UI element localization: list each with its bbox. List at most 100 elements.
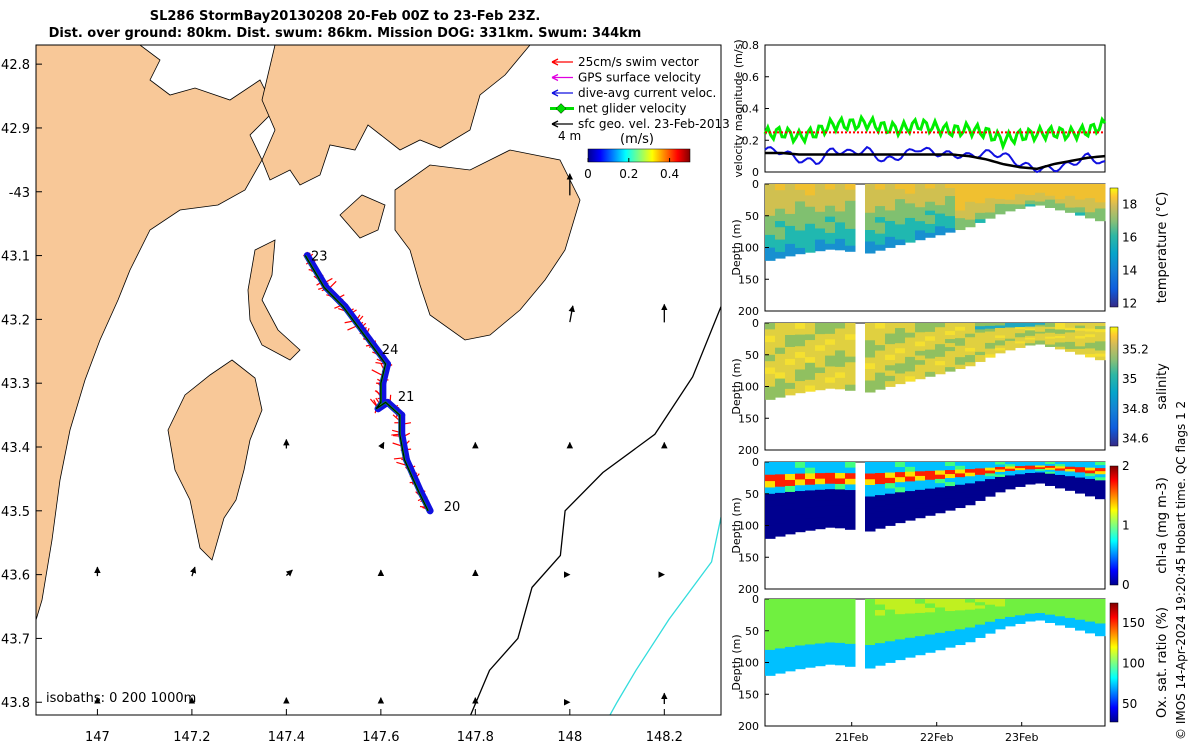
heatmap-cell (785, 207, 796, 215)
heatmap-cell (835, 472, 846, 479)
heatmap-cell (965, 465, 976, 470)
heatmap-cell (955, 323, 966, 328)
heatmap-cell (775, 233, 786, 241)
heatmap-cell (785, 628, 796, 636)
heatmap-cell (785, 189, 796, 197)
heatmap-cell (1075, 472, 1086, 476)
heatmap-cell (915, 489, 926, 495)
heatmap-cell (865, 490, 876, 498)
legend-label: dive-avg current veloc. (578, 86, 716, 100)
heatmap-cell (965, 184, 976, 189)
heatmap-cell (875, 462, 886, 469)
heatmap-cell (775, 202, 786, 210)
heatmap-cell (805, 240, 816, 248)
heatmap-cell (805, 518, 816, 526)
heatmap-cell (775, 499, 786, 506)
heatmap-cell (975, 355, 986, 359)
heatmap-cell (1035, 467, 1046, 470)
heatmap-cell (965, 616, 976, 621)
heatmap-cell (945, 494, 956, 499)
heatmap-cell (835, 631, 846, 638)
heatmap-cell (975, 474, 986, 479)
heatmap-cell (805, 644, 816, 651)
heatmap-cell (1035, 618, 1046, 621)
heatmap-cell (1075, 601, 1086, 605)
heatmap-cell (885, 359, 896, 366)
heatmap-cell (1005, 338, 1016, 342)
heatmap-cell (1015, 345, 1026, 348)
heatmap-cell (975, 631, 986, 635)
heatmap-cell (805, 223, 816, 230)
heatmap-cell (935, 352, 946, 358)
heatmap-cell (1075, 490, 1086, 494)
heatmap-cell (1065, 599, 1076, 602)
heatmap-cell (915, 636, 926, 642)
heatmap-cell (935, 645, 946, 651)
heatmap-cell (935, 474, 946, 480)
heatmap-cell (885, 641, 896, 648)
heatmap-cell (1065, 323, 1076, 326)
heatmap-cell (765, 392, 776, 400)
heatmap-cell (835, 659, 846, 666)
heatmap-cell (845, 621, 856, 628)
heatmap-cell (1035, 474, 1046, 477)
heatmap-cell (995, 623, 1006, 627)
heatmap-cell (1025, 599, 1036, 602)
heatmap-cell (1015, 609, 1026, 612)
heatmap-cell (985, 601, 996, 606)
heatmap-cell (805, 362, 816, 369)
heatmap-cell (935, 504, 946, 510)
heatmap-cell (905, 227, 916, 233)
heatmap-cell (1055, 614, 1066, 617)
heatmap-cell (1055, 622, 1066, 626)
heatmap-cell (1025, 324, 1036, 328)
heatmap-cell (1075, 609, 1086, 613)
heatmap-cell (1035, 323, 1046, 326)
heatmap-cell (835, 637, 846, 644)
heatmap-cell (875, 195, 886, 202)
heatmap-cell (815, 378, 826, 385)
heatmap-cell (775, 623, 786, 631)
heatmap-cell (895, 184, 906, 190)
heatmap-cell (785, 473, 796, 481)
heatmap-cell (965, 340, 976, 345)
heatmap-cell (975, 465, 986, 469)
heatmap-cell (995, 340, 1006, 344)
heatmap-cell (835, 238, 846, 245)
heatmap-cell (1085, 337, 1096, 341)
heatmap-cell (1075, 341, 1086, 345)
heatmap-cell (865, 380, 876, 387)
heatmap-cell (1005, 607, 1016, 611)
heatmap-cell (795, 386, 806, 394)
heatmap-cell (825, 462, 836, 468)
heatmap-cell (815, 200, 826, 207)
heatmap-cell (1045, 462, 1056, 465)
heatmap-cell (915, 617, 926, 623)
heatmap-cell (1055, 616, 1066, 619)
heatmap-cell (935, 466, 946, 471)
heatmap-cell (875, 184, 886, 191)
heatmap-cell (1005, 184, 1016, 187)
heatmap-cell (895, 353, 906, 359)
heatmap-cell (885, 323, 896, 329)
heatmap-cell (1095, 617, 1106, 621)
heatmap-cell (885, 504, 896, 511)
heatmap-cell (835, 511, 846, 518)
heatmap-cell (1055, 190, 1066, 194)
heatmap-cell (925, 625, 936, 631)
heatmap-cell (795, 381, 806, 388)
colorbar-label: temperature (°C) (1155, 192, 1170, 304)
heatmap-cell (995, 486, 1006, 490)
heatmap-cell (935, 222, 946, 227)
heatmap-cell (1005, 603, 1016, 607)
heatmap-cell (825, 505, 836, 512)
time-tick-label: 21Feb (835, 731, 868, 744)
current-vector (355, 322, 377, 349)
heatmap-cell (955, 191, 966, 196)
heatmap-cell (895, 209, 906, 215)
heatmap-cell (1075, 338, 1086, 342)
heatmap-cell (765, 373, 776, 381)
heatmap-cell (935, 335, 946, 341)
heatmap-cell (995, 208, 1006, 212)
